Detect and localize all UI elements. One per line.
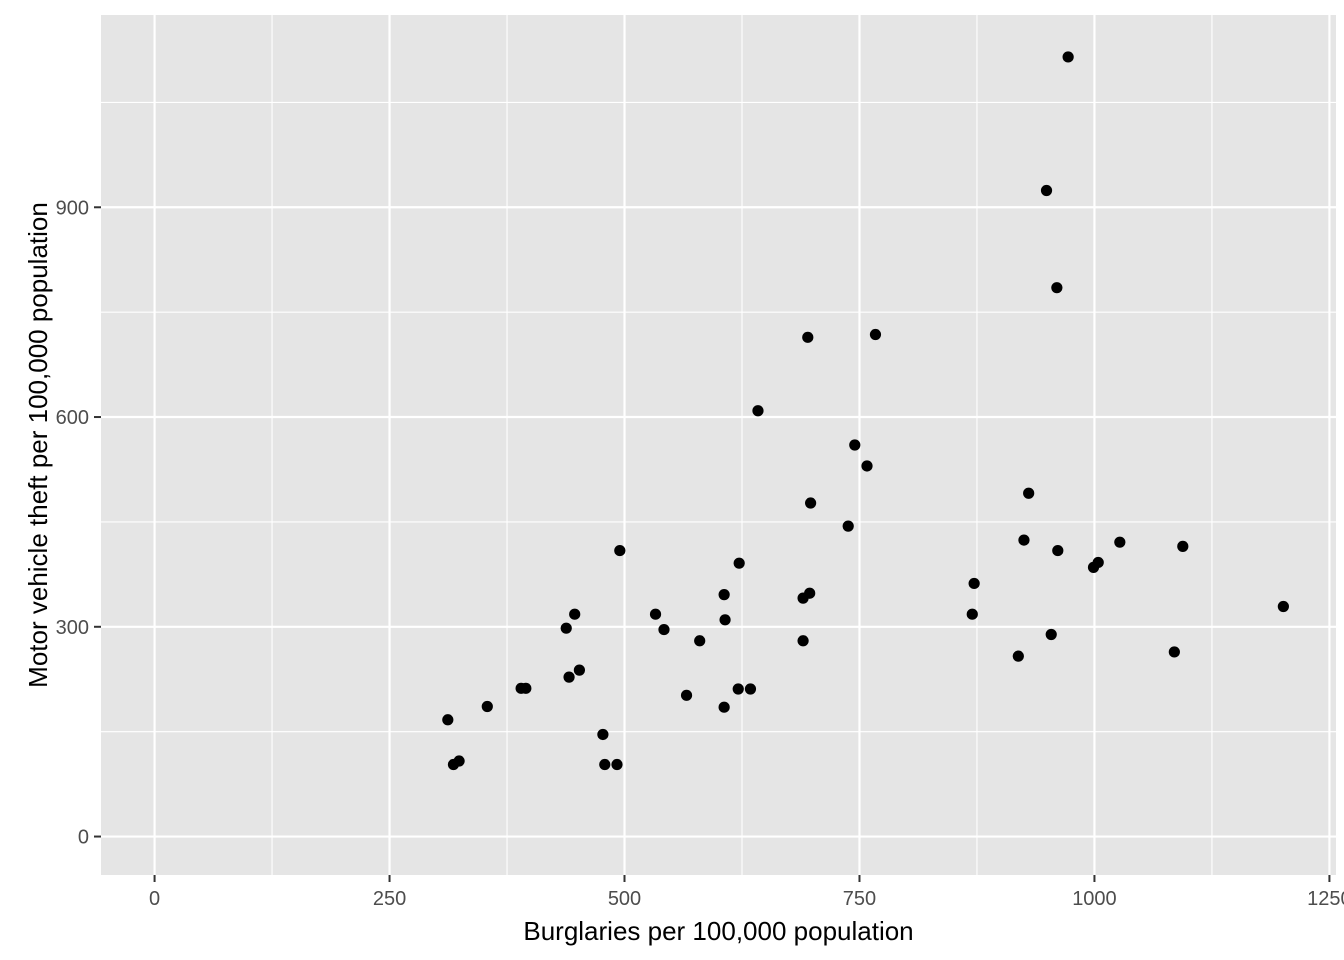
x-tick-label: 1000 [1072,888,1117,910]
y-tick-label: 900 [56,197,89,219]
data-point [1087,561,1100,573]
data-point [1277,600,1289,613]
data-point [520,682,532,694]
data-point [861,460,873,472]
data-point [1045,628,1057,641]
data-point [573,664,585,676]
data-points [442,51,1289,771]
data-point [849,439,861,451]
x-tick-label: 500 [608,888,641,910]
y-tick-label: 0 [78,827,89,849]
data-point [442,714,454,726]
data-point [563,671,575,683]
data-point [1051,282,1063,294]
data-point [1052,544,1064,557]
data-point [719,614,731,626]
data-point [560,622,572,634]
data-point [968,577,980,590]
data-point [718,701,730,713]
data-point [744,683,757,695]
data-point [797,635,809,647]
data-point [1177,540,1189,552]
data-point [447,758,460,771]
data-point [966,608,978,620]
y-tick-label: 300 [56,617,89,639]
data-point [1114,536,1126,548]
data-point [680,689,693,701]
y-axis-title: Motor vehicle theft per 100,000 populati… [23,202,53,688]
data-point [597,728,609,741]
y-axis: 0 300 600 900 [56,197,101,849]
data-point [869,328,882,341]
data-point [802,331,814,343]
data-point [694,635,706,647]
data-point [614,544,626,557]
data-point [569,608,581,620]
data-point [658,623,670,636]
data-point [1018,534,1030,546]
data-point [733,557,745,569]
data-point [752,405,764,417]
data-point [599,758,611,771]
data-point [1062,51,1074,63]
data-point [797,592,809,604]
data-point [1168,646,1180,658]
x-axis-title: Burglaries per 100,000 population [523,916,913,946]
data-point [805,497,817,509]
data-point [1012,650,1024,662]
data-point [732,683,744,695]
data-point [481,700,493,713]
data-point [718,589,730,601]
data-point [611,758,623,771]
data-point [649,608,662,620]
data-point [842,520,854,532]
plot-panel [101,15,1336,875]
x-tick-label: 250 [373,888,406,910]
x-tick-label: 0 [149,888,160,910]
minor-gridlines [101,15,1336,875]
x-tick-label: 750 [843,888,876,910]
data-point [1040,184,1053,197]
data-point [1023,487,1035,499]
y-tick-label: 600 [56,407,89,429]
